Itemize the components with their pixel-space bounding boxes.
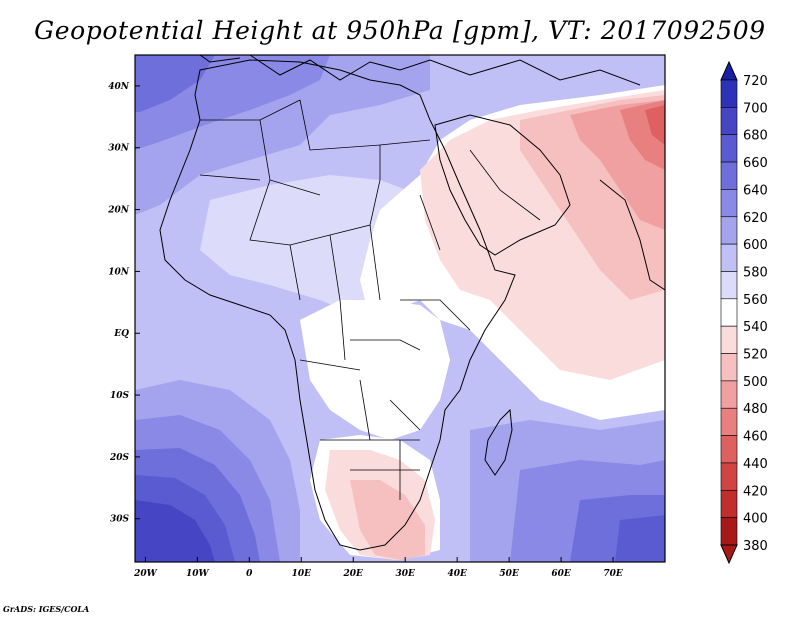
colorbar-label: 600 — [743, 238, 768, 253]
colorbar-label: 420 — [743, 484, 768, 499]
y-tick-label: 20S — [109, 453, 130, 463]
colorbar-label: 440 — [743, 457, 768, 472]
colorbar-segment — [720, 189, 738, 218]
colorbar-label: 660 — [743, 156, 768, 171]
colorbar-label: 640 — [743, 183, 768, 198]
y-tick-label: 20N — [107, 206, 130, 216]
colorbar-segment — [720, 216, 738, 245]
colorbar-label: 580 — [743, 265, 768, 280]
colorbar-segment — [720, 407, 738, 436]
border-lines — [199, 99, 541, 500]
colorbar-segment — [720, 107, 738, 136]
colorbar-segment — [720, 271, 738, 300]
y-tick-label: 30N — [108, 144, 130, 154]
field-central-540 — [300, 300, 450, 440]
colorbar-segment — [720, 134, 738, 163]
colorbar-label: 720 — [743, 74, 768, 89]
colorbar-bottom-arrow — [720, 544, 738, 565]
height-field — [135, 55, 665, 562]
colorbar-segment — [720, 435, 738, 464]
x-tick-label: 20E — [343, 569, 364, 579]
colorbar-label: 520 — [743, 348, 768, 363]
colorbar-label: 680 — [743, 129, 768, 144]
colorbar-label: 400 — [743, 512, 768, 527]
map-frame — [134, 54, 666, 563]
colorbar-segment — [720, 79, 738, 108]
colorbar-segment — [720, 298, 738, 327]
credit-text: GrADS: IGES/COLA — [3, 604, 90, 614]
colorbar-segment — [720, 517, 738, 546]
x-tick-label: 60E — [551, 569, 571, 579]
colorbar-segment — [720, 325, 738, 354]
x-tick-label: 10W — [186, 569, 210, 579]
y-axis: 40N 30N 20N 10N EQ 10S 20S 30S — [107, 82, 140, 525]
colorbar-segment — [720, 243, 738, 272]
colorbar-label: 620 — [743, 211, 768, 226]
field-north-640 — [135, 55, 215, 112]
colorbar-segment — [720, 462, 738, 491]
x-tick-label: 70E — [603, 569, 623, 579]
x-tick-label: 40E — [447, 569, 467, 579]
colorbar-segment — [720, 489, 738, 518]
x-tick-label: 20W — [133, 569, 158, 579]
colorbar-segment — [720, 353, 738, 382]
plot-title: Geopotential Height at 950hPa [gpm], VT:… — [34, 16, 766, 45]
x-tick-label: 0 — [246, 569, 253, 579]
y-tick-label: 10N — [108, 267, 130, 277]
x-axis: 20W 10W 0 10E 20E 30E 40E 50E 60E 70E — [133, 557, 623, 579]
x-tick-label: 50E — [499, 569, 519, 579]
colorbar-label: 700 — [743, 101, 768, 116]
arabian-peninsula — [434, 114, 571, 256]
field-sind-660 — [615, 515, 665, 562]
iberia-coast — [199, 55, 241, 63]
x-tick-label: 30E — [396, 569, 416, 579]
field-south-500 — [350, 480, 425, 560]
madagascar — [484, 408, 513, 476]
colorbar-segment — [720, 161, 738, 190]
colorbar-top-arrow — [720, 60, 738, 81]
y-tick-label: 30S — [110, 515, 130, 525]
mediterranean-north — [249, 55, 641, 86]
colorbar-label: 560 — [743, 293, 768, 308]
y-tick-label: 10S — [110, 391, 130, 401]
coastlines — [159, 55, 665, 551]
india-coast — [599, 179, 665, 291]
field-east-440 — [645, 105, 665, 145]
colorbar-label: 540 — [743, 320, 768, 335]
colorbar-label: 460 — [743, 430, 768, 445]
x-tick-label: 10E — [292, 569, 312, 579]
colorbar-label: 480 — [743, 402, 768, 417]
colorbar-label: 500 — [743, 375, 768, 390]
colorbar-label: 380 — [743, 539, 768, 554]
field-satl-680 — [135, 500, 215, 562]
y-tick-label: EQ — [113, 329, 129, 339]
africa-coastline — [159, 59, 516, 551]
colorbar: 720 700 680 660 640 620 600 580 560 540 520 500 480 4… — [720, 60, 768, 565]
y-tick-label: 40N — [108, 82, 130, 92]
colorbar-segment — [720, 380, 738, 409]
